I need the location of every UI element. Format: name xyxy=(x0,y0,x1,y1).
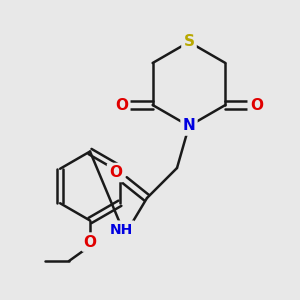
Text: O: O xyxy=(115,98,128,112)
Text: NH: NH xyxy=(110,223,133,236)
Text: O: O xyxy=(83,235,97,250)
Text: O: O xyxy=(109,165,122,180)
Text: O: O xyxy=(250,98,263,112)
Text: S: S xyxy=(184,34,194,50)
Text: N: N xyxy=(183,118,195,134)
